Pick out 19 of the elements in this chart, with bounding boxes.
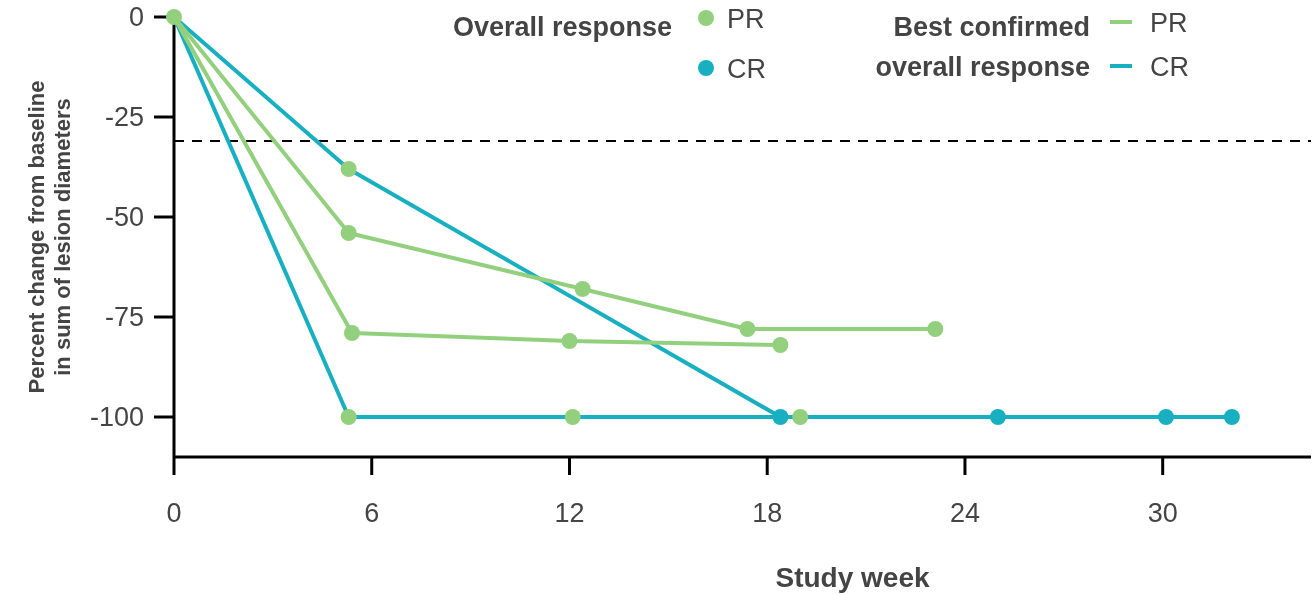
y-tick-label: -50	[104, 202, 144, 233]
x-tick-label: 12	[554, 498, 585, 528]
y-tick-label: -25	[104, 102, 144, 133]
legend-label: PR	[1150, 8, 1188, 38]
x-tick-label: 18	[752, 498, 783, 528]
x-tick-label: 30	[1147, 498, 1178, 528]
y-tick-label: -100	[89, 402, 144, 433]
legend-label: CR	[727, 54, 766, 84]
x-tick-label: 24	[949, 498, 980, 528]
x-tick-label: 6	[364, 498, 380, 528]
legend-label: CR	[1150, 52, 1189, 82]
legend-label: PR	[727, 4, 765, 34]
y-axis-title: Percent change from baseline in sum of lesion diameters	[24, 80, 75, 394]
x-tick-label: 0	[166, 498, 182, 528]
y-tick-label: -75	[104, 302, 144, 333]
annotation: Best confirmed overall response	[875, 12, 1090, 82]
y-tick-label: 0	[128, 2, 144, 33]
legend-title: Overall response	[452, 12, 672, 42]
x-axis-title: Study week	[775, 562, 930, 593]
